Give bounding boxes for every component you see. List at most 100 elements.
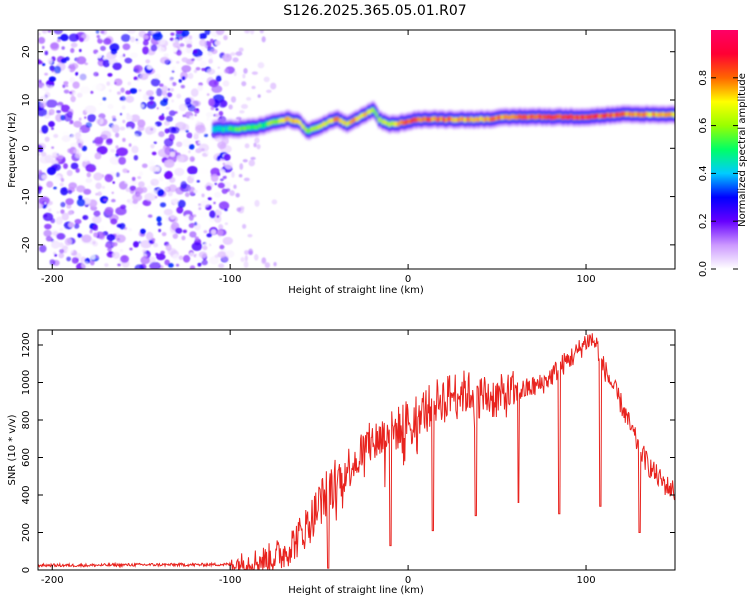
noise-blob <box>93 172 103 181</box>
ridge-cell <box>443 117 447 123</box>
noise-blob <box>115 145 119 149</box>
ridge-cell <box>602 113 605 119</box>
ridge-cell <box>507 115 511 120</box>
noise-blob <box>126 114 133 121</box>
noise-blob <box>142 39 149 46</box>
noise-blob <box>171 198 179 205</box>
ridge-cell <box>215 126 219 131</box>
noise-blob <box>73 148 80 155</box>
ridge-cell <box>493 116 496 122</box>
ridge-cell <box>449 116 452 122</box>
noise-blob <box>163 138 174 147</box>
noise-blob <box>108 89 112 93</box>
noise-blob <box>253 253 259 261</box>
noise-blob <box>137 119 146 128</box>
noise-blob <box>250 30 255 35</box>
noise-blob <box>63 81 69 85</box>
noise-blob <box>221 172 224 176</box>
noise-blob <box>224 208 228 212</box>
noise-blob <box>228 104 233 110</box>
ridge-cell <box>561 114 564 120</box>
noise-blob <box>248 159 256 167</box>
snr-x-tick-label: 100 <box>576 575 595 586</box>
ridge-cell <box>320 123 324 129</box>
ridge-cell <box>662 111 665 117</box>
noise-blob <box>221 254 229 262</box>
noise-blob <box>201 47 205 51</box>
noise-blob <box>130 36 136 43</box>
noise-blob <box>176 206 184 214</box>
ridge-cell <box>546 114 550 120</box>
ridge-cell <box>399 120 402 126</box>
noise-blob <box>81 234 92 243</box>
noise-blob <box>141 163 148 169</box>
noise-blob <box>95 117 104 126</box>
ridge-cell <box>297 119 301 125</box>
noise-blob <box>85 163 97 173</box>
noise-blob <box>90 253 96 260</box>
spectrogram-x-tick-label: -100 <box>219 274 242 285</box>
noise-blob <box>106 81 111 86</box>
ridge-cell <box>310 127 313 132</box>
ridge-cell <box>589 114 592 120</box>
noise-blob <box>112 181 115 184</box>
ridge-cell <box>505 114 509 120</box>
noise-blob <box>251 71 258 75</box>
ridge-cell <box>384 120 388 126</box>
noise-blob <box>139 228 146 235</box>
ridge-cell <box>436 117 439 123</box>
snr-y-tick-label: 200 <box>21 523 32 542</box>
ridge-cell <box>368 109 372 115</box>
noise-blob <box>116 147 128 157</box>
noise-blob <box>175 263 180 267</box>
noise-blob <box>117 263 121 267</box>
noise-blob <box>138 181 145 188</box>
noise-blob <box>131 176 136 182</box>
noise-blob <box>68 222 75 228</box>
noise-blob <box>63 89 70 94</box>
ridge-cell <box>336 116 340 122</box>
ridge-cell <box>271 120 274 125</box>
noise-blob <box>58 252 65 259</box>
noise-blob <box>195 184 202 191</box>
noise-blob <box>175 60 180 64</box>
noise-blob <box>93 232 98 238</box>
noise-blob <box>46 166 57 176</box>
ridge-cell <box>441 116 445 122</box>
ridge-cell <box>395 121 399 127</box>
noise-blob <box>84 62 89 66</box>
noise-blob <box>207 197 212 201</box>
noise-blob <box>235 51 243 56</box>
spectrogram-y-tick-label: 0 <box>21 145 32 151</box>
ridge-cell <box>637 111 641 117</box>
noise-blob <box>93 49 99 55</box>
noise-blob <box>244 30 249 34</box>
ridge-cell <box>400 119 404 125</box>
noise-blob <box>49 259 56 266</box>
noise-blob <box>126 30 136 34</box>
noise-blob <box>180 244 186 251</box>
ridge-cell <box>516 114 520 120</box>
noise-blob <box>129 88 138 94</box>
noise-blob <box>64 237 72 246</box>
noise-blob <box>222 236 233 245</box>
noise-blob <box>38 196 50 205</box>
noise-blob <box>214 113 220 118</box>
noise-blob <box>98 232 106 240</box>
noise-blob <box>254 137 260 144</box>
noise-blob <box>115 132 120 138</box>
snr-y-tick-label: 800 <box>21 410 32 429</box>
ridge-cell <box>570 113 573 119</box>
spectrogram-y-tick-label: 10 <box>21 94 32 107</box>
noise-blob <box>161 232 167 237</box>
ridge-cell <box>457 117 461 123</box>
noise-blob <box>66 68 71 72</box>
noise-blob <box>250 156 256 160</box>
ridge-cell <box>587 114 591 120</box>
ridge-cell <box>456 117 459 123</box>
snr-y-label: SNR (10 * v/v) <box>7 414 18 485</box>
ridge-cell <box>653 112 657 118</box>
noise-blob <box>159 202 167 208</box>
ridge-cell <box>425 116 429 122</box>
ridge-cell <box>557 114 560 120</box>
